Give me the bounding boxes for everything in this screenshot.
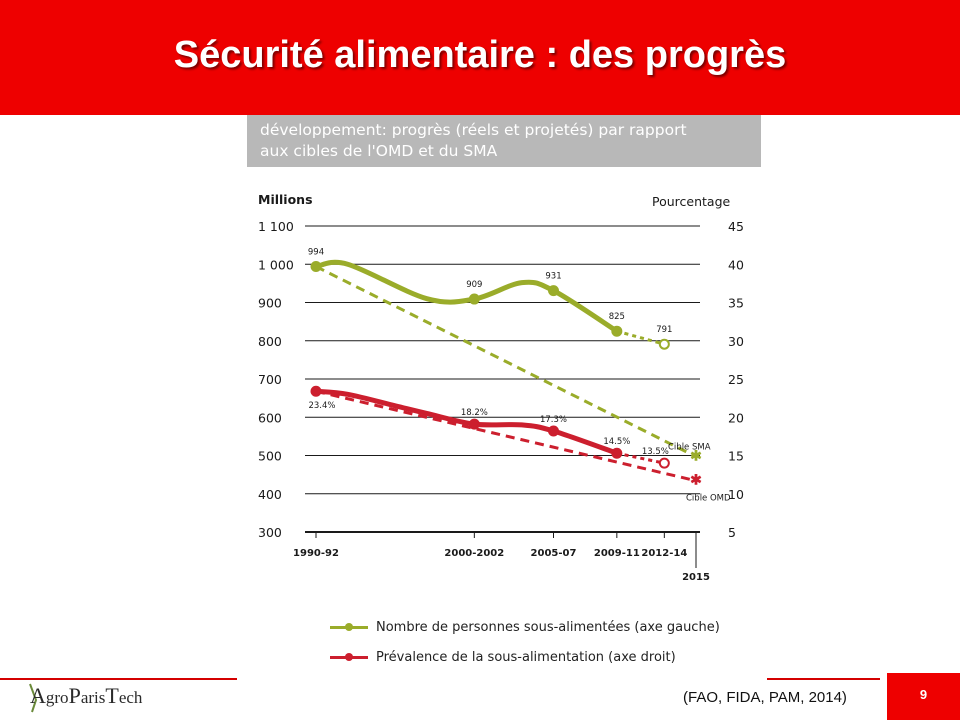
data-label: 17.3% xyxy=(540,415,567,425)
data-label: 994 xyxy=(308,248,324,258)
data-point xyxy=(658,338,670,350)
legend-label-red: Prévalence de la sous-alimentation (axe … xyxy=(376,649,676,665)
data-point xyxy=(548,285,559,297)
legend-item-green: Nombre de personnes sous-alimentées (axe… xyxy=(330,617,720,637)
y-left-tick-label: 1 000 xyxy=(258,257,294,272)
y-right-axis-title: Pourcentage xyxy=(652,194,731,209)
data-label: 791 xyxy=(656,325,672,335)
data-point xyxy=(310,261,322,273)
y-left-axis-title: Millions xyxy=(258,192,313,207)
title-bar: Sécurité alimentaire : des progrès xyxy=(0,0,960,115)
legend-swatch-red xyxy=(330,653,368,661)
x-tick-label: 2012-14 xyxy=(641,548,687,559)
data-point xyxy=(611,447,623,459)
logo-text-gro: gro xyxy=(45,688,69,707)
target-star-icon: ✱ xyxy=(690,448,702,464)
logo-text-aris: aris xyxy=(80,688,106,707)
logo-letter-p: P xyxy=(68,683,81,708)
y-left-tick-label: 800 xyxy=(258,334,282,349)
data-label: 18.2% xyxy=(461,408,488,418)
figure-caption-line-1: développement: progrès (réels et projeté… xyxy=(260,121,687,139)
y-right-tick-label: 40 xyxy=(728,257,744,272)
logo-letter-t: T xyxy=(105,683,119,708)
data-point xyxy=(310,385,322,397)
x-tick-label: 2000-2002 xyxy=(444,548,504,559)
data-label: 825 xyxy=(609,312,625,322)
legend-marker-green xyxy=(345,623,353,631)
series-line-undernourished xyxy=(313,259,620,334)
data-point xyxy=(611,325,623,337)
source-citation: (FAO, FIDA, PAM, 2014) xyxy=(683,689,847,706)
legend-swatch-green xyxy=(330,623,368,631)
y-right-tick-label: 15 xyxy=(728,449,744,464)
y-right-tick-label: 10 xyxy=(728,487,744,502)
y-right-tick-label: 45 xyxy=(728,219,744,234)
footer-rule-left xyxy=(0,678,237,680)
target-star-icon: ✱ xyxy=(690,472,702,488)
data-label: 23.4% xyxy=(308,401,335,411)
target-label-omd: Cible OMD xyxy=(686,494,731,504)
y-left-tick-label: 400 xyxy=(258,487,282,502)
slide-title: Sécurité alimentaire : des progrès xyxy=(173,34,787,76)
legend-marker-red xyxy=(345,653,353,661)
data-point xyxy=(548,425,559,437)
legend-item-red: Prévalence de la sous-alimentation (axe … xyxy=(330,647,676,667)
x-tick-label: 2005-07 xyxy=(531,548,577,559)
y-left-tick-label: 300 xyxy=(258,525,282,540)
y-right-tick-label: 30 xyxy=(728,334,744,349)
y-left-tick-label: 600 xyxy=(258,410,282,425)
page-number-box: 9 xyxy=(887,673,960,720)
data-point xyxy=(468,293,480,305)
data-point xyxy=(468,418,480,430)
y-left-tick-label: 700 xyxy=(258,372,282,387)
logo-text-ech: ech xyxy=(118,688,143,707)
x-tick-label: 2009-11 xyxy=(594,548,640,559)
y-right-tick-label: 25 xyxy=(728,372,744,387)
figure-caption-box: développement: progrès (réels et projeté… xyxy=(247,115,761,167)
target-line-omd xyxy=(315,389,697,483)
page-number: 9 xyxy=(919,687,928,702)
y-right-tick-label: 20 xyxy=(728,410,744,425)
target-line-sma xyxy=(315,265,697,458)
y-left-tick-label: 1 100 xyxy=(258,219,294,234)
x-tick-label: 1990-92 xyxy=(293,548,339,559)
y-right-tick-label: 5 xyxy=(728,525,736,540)
figure-caption-line-2: aux cibles de l'OMD et du SMA xyxy=(260,142,498,160)
logo-letter-a: A xyxy=(30,683,46,708)
logo-swoosh-icon xyxy=(29,683,38,713)
legend-label-green: Nombre de personnes sous-alimentées (axe… xyxy=(376,619,720,635)
data-label: 14.5% xyxy=(603,437,630,447)
data-label: 931 xyxy=(545,272,561,282)
target-label-sma: Cible SMA xyxy=(668,443,711,453)
data-point xyxy=(658,457,670,469)
data-label: 13.5% xyxy=(642,447,669,457)
data-label: 909 xyxy=(466,280,482,290)
agroparistech-logo: A gro P aris T ech xyxy=(30,683,142,713)
y-left-tick-label: 900 xyxy=(258,296,282,311)
y-right-tick-label: 35 xyxy=(728,296,744,311)
x-tick-label-2015: 2015 xyxy=(682,572,710,583)
y-left-tick-label: 500 xyxy=(258,449,282,464)
footer-rule-right xyxy=(767,678,880,680)
